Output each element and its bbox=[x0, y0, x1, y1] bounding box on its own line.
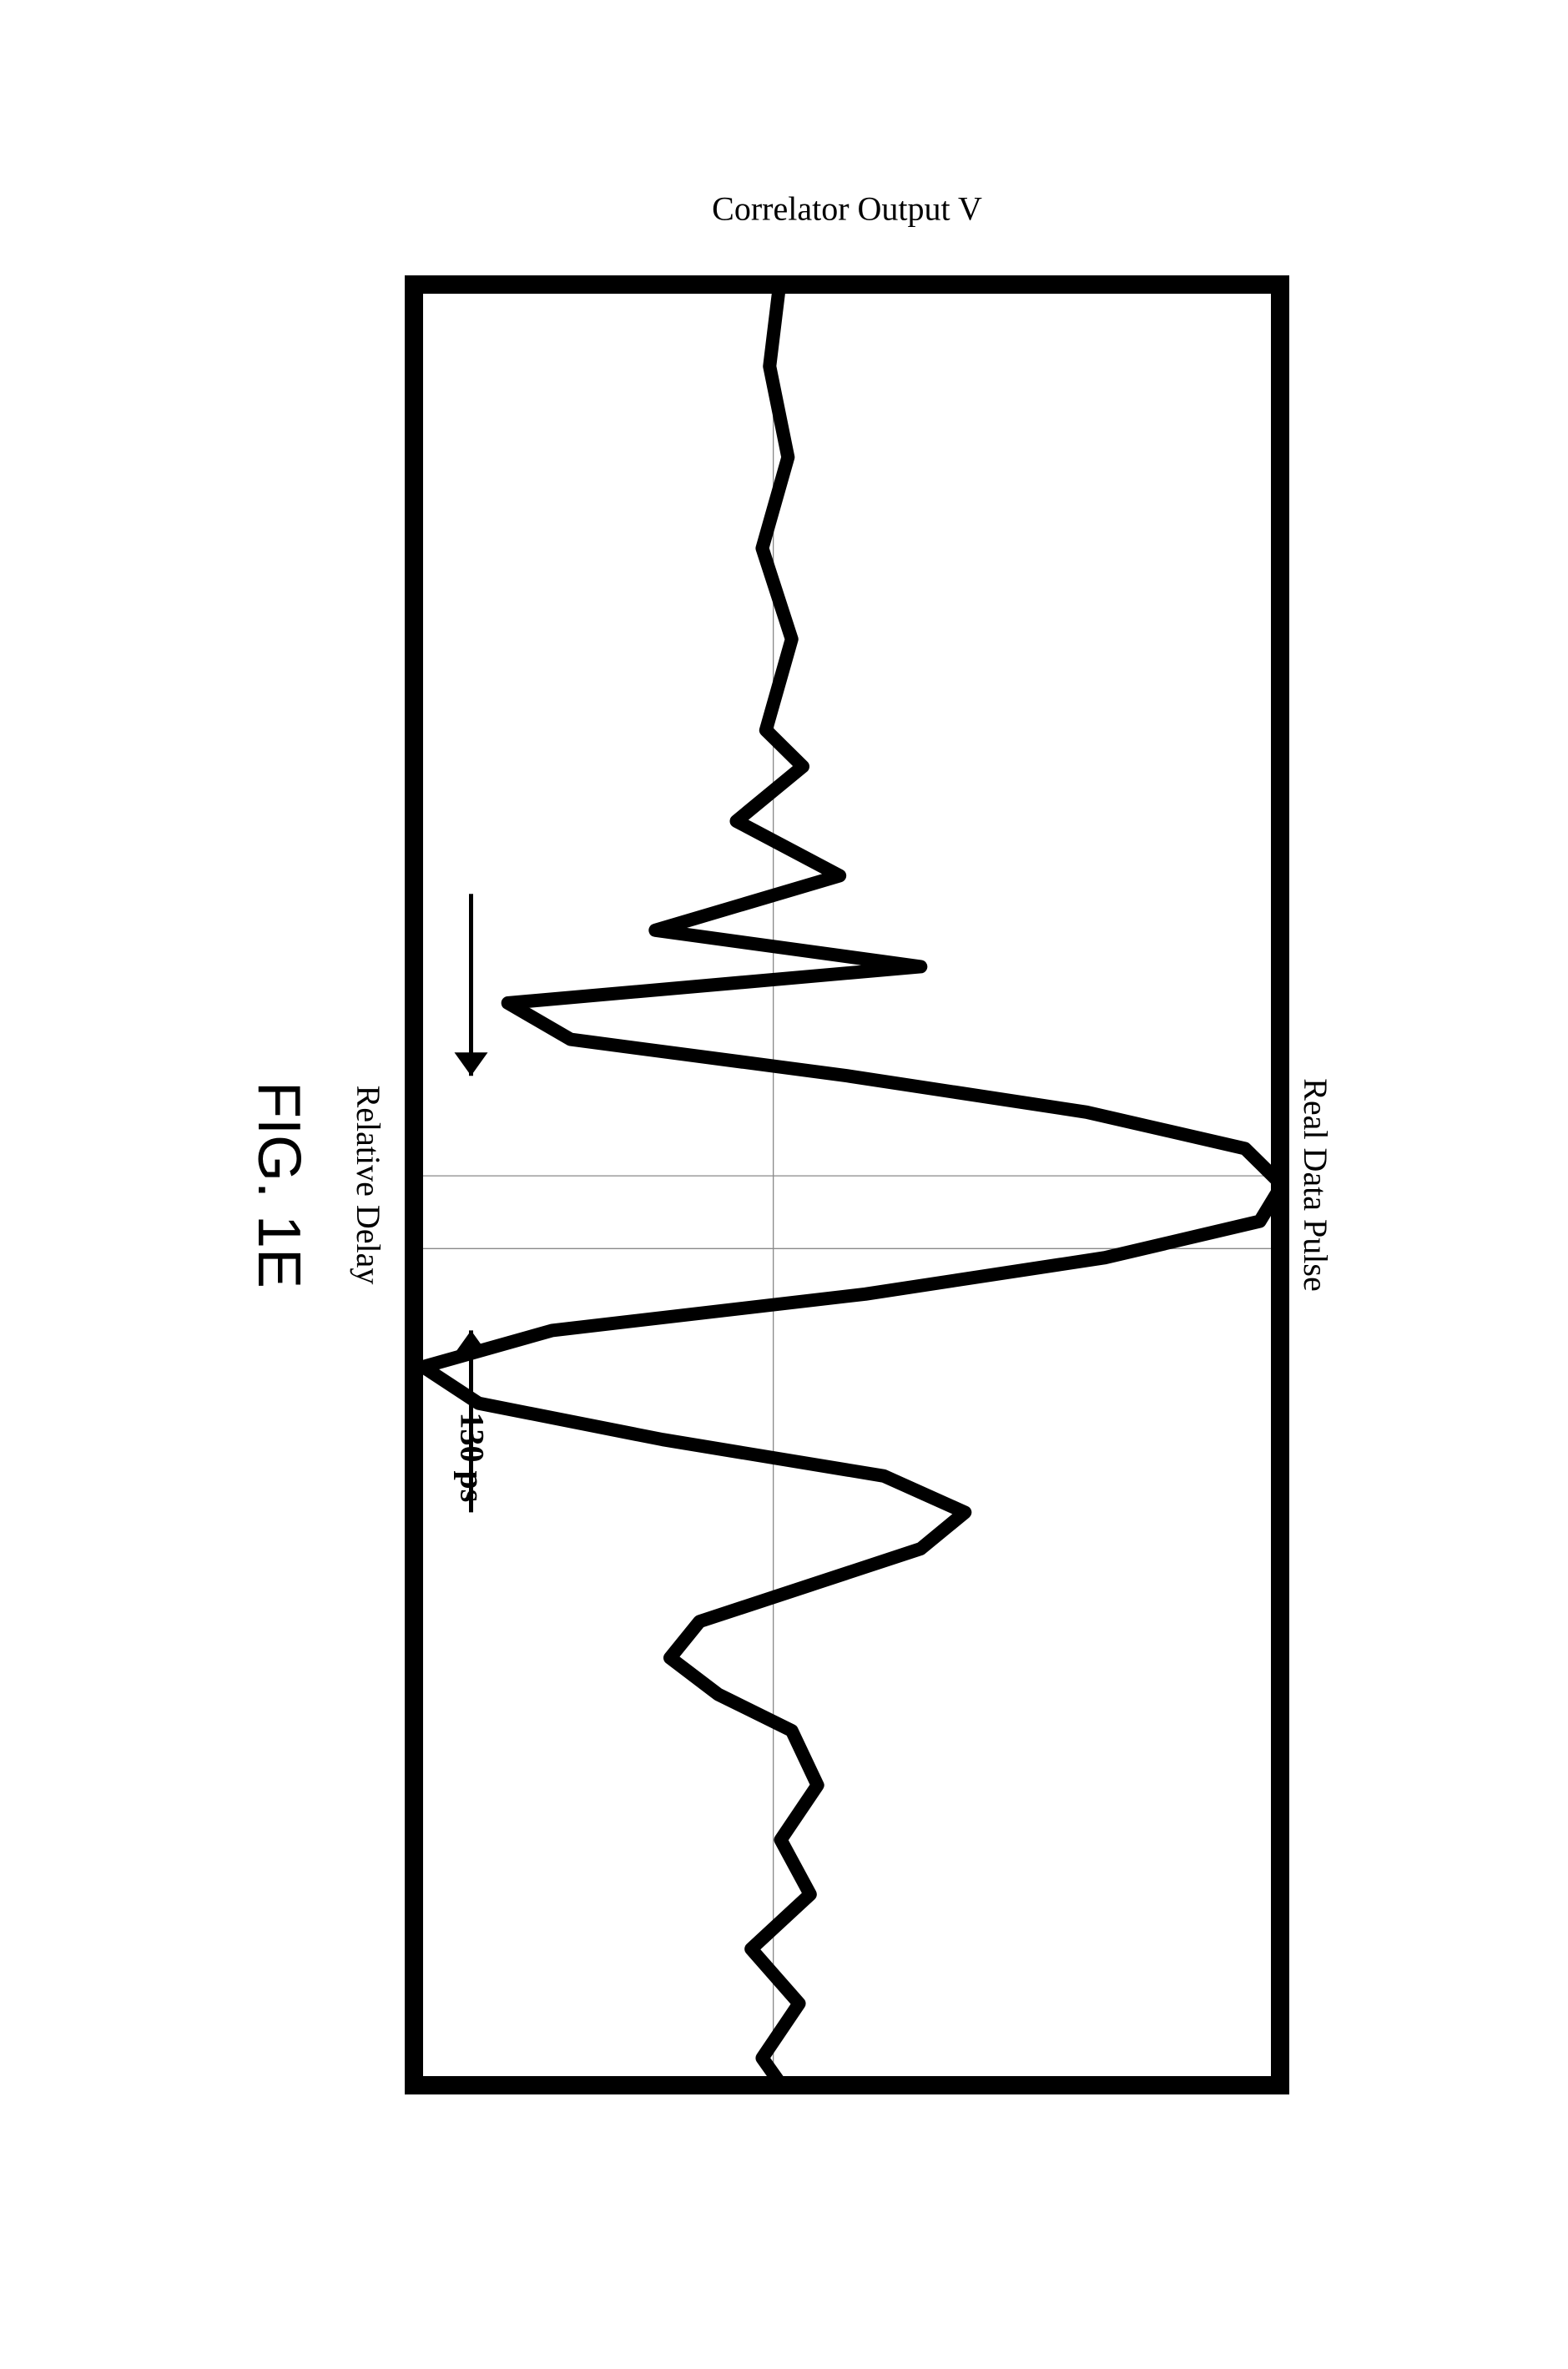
pulse-width-annotation: 130 ps bbox=[453, 1412, 491, 1502]
y-axis-label: Correlator Output V bbox=[712, 189, 982, 228]
plot-area: 130 ps bbox=[405, 275, 1289, 2094]
chart-frame: Real Data Pulse 130 ps Correlator Output… bbox=[221, 184, 1348, 2186]
chart-title: Real Data Pulse bbox=[1296, 275, 1335, 2094]
x-axis-label: Relative Delay bbox=[349, 1085, 388, 1284]
figure-caption: FIG. 1E bbox=[245, 1081, 313, 1288]
